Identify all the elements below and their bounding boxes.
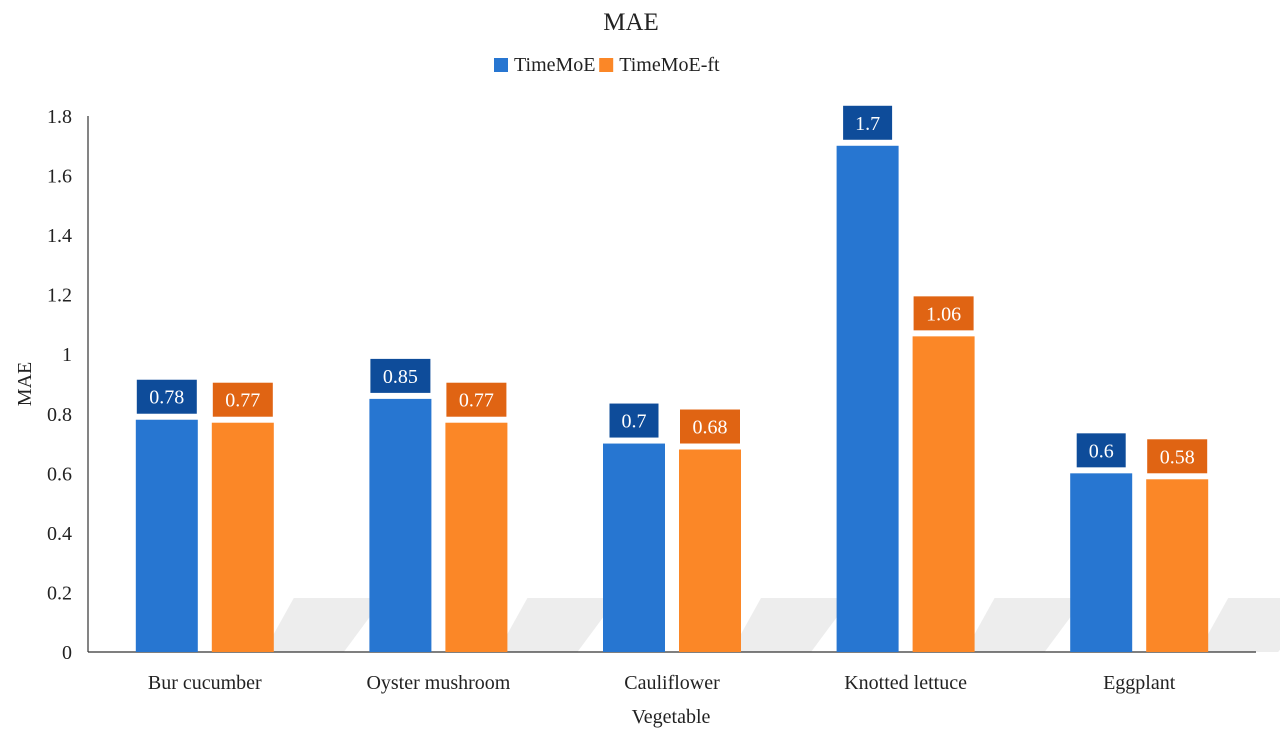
x-tick-label-knotted-lettuce: Knotted lettuce xyxy=(844,672,967,694)
bar-timemoe-ft-oyster-mushroom xyxy=(445,422,508,652)
bar-timemoe-bur-cucumber xyxy=(135,419,198,652)
bar-shadow xyxy=(1198,598,1280,652)
bar-timemoe-ft-bur-cucumber xyxy=(211,422,274,652)
y-axis: 0 0.2 0.4 0.6 0.8 1 1.2 1.4 1.6 1.8 xyxy=(47,106,89,664)
data-label-timemoe-ft-knotted-lettuce: 1.06 xyxy=(926,303,961,325)
data-label-timemoe-knotted-lettuce: 1.7 xyxy=(855,113,880,135)
bar-timemoe-ft-knotted-lettuce xyxy=(912,336,975,652)
legend-label-timemoe-ft: TimeMoE-ft xyxy=(619,54,720,76)
y-tick-label: 0.8 xyxy=(47,404,72,426)
bar-shadow xyxy=(731,598,851,652)
y-tick-label: 1.2 xyxy=(47,285,72,307)
bar-timemoe-eggplant xyxy=(1070,473,1133,652)
data-label-box xyxy=(1076,433,1126,468)
y-tick-label: 0.4 xyxy=(47,523,72,545)
bar-shadow xyxy=(497,598,618,652)
y-axis-title: MAE xyxy=(14,362,36,406)
x-tick-label-bur-cucumber: Bur cucumber xyxy=(148,672,262,694)
data-label-timemoe-ft-bur-cucumber: 0.77 xyxy=(225,390,260,412)
data-labels: 0.78 0.85 0.7 1.7 0.6 0.77 0.77 0.68 1.06 0.58 xyxy=(134,103,1210,476)
y-tick-label: 1 xyxy=(62,344,72,366)
data-label-timemoe-oyster-mushroom: 0.85 xyxy=(383,366,418,388)
legend-swatch-timemoe xyxy=(494,58,508,72)
x-axis: Bur cucumber Oyster mushroom Cauliflower Kn… xyxy=(88,651,1256,694)
y-tick-label: 0.6 xyxy=(47,463,72,485)
x-tick-label-eggplant: Eggplant xyxy=(1103,672,1176,694)
x-tick-label-oyster-mushroom: Oyster mushroom xyxy=(366,672,510,694)
y-tick-label: 1.6 xyxy=(47,166,72,188)
data-label-box xyxy=(913,296,974,331)
bar-timemoe-ft-cauliflower xyxy=(679,449,741,652)
bar-timemoe-ft-eggplant xyxy=(1146,479,1209,652)
data-label-timemoe-ft-oyster-mushroom: 0.77 xyxy=(459,390,494,412)
legend: TimeMoE TimeMoE-ft xyxy=(494,54,720,76)
data-label-timemoe-ft-cauliflower: 0.68 xyxy=(693,417,728,439)
chart-title: MAE xyxy=(603,9,659,36)
legend-label-timemoe: TimeMoE xyxy=(514,54,596,76)
y-tick-label: 0 xyxy=(62,642,72,664)
y-tick-label: 0.2 xyxy=(47,582,72,604)
data-label-timemoe-bur-cucumber: 0.78 xyxy=(149,387,184,409)
legend-swatch-timemoe-ft xyxy=(599,58,614,72)
bar-timemoe-knotted-lettuce xyxy=(836,145,899,652)
data-label-box xyxy=(212,382,273,417)
data-label-timemoe-eggplant: 0.6 xyxy=(1089,440,1114,462)
data-label-box xyxy=(609,403,659,438)
x-tick-label-cauliflower: Cauliflower xyxy=(624,672,720,694)
data-label-timemoe-cauliflower: 0.7 xyxy=(622,411,647,433)
data-label-box xyxy=(843,105,893,140)
bar-timemoe-oyster-mushroom xyxy=(369,398,432,652)
data-label-box xyxy=(370,358,431,393)
bars xyxy=(135,145,1209,652)
bar-timemoe-cauliflower xyxy=(603,443,665,652)
data-label-box xyxy=(680,409,740,444)
bar-shadow xyxy=(263,598,384,652)
data-label-box xyxy=(1147,439,1208,474)
data-label-box xyxy=(446,382,507,417)
y-tick-label: 1.8 xyxy=(47,106,72,128)
data-label-box xyxy=(136,379,197,414)
data-label-timemoe-ft-eggplant: 0.58 xyxy=(1160,446,1195,468)
y-tick-label: 1.4 xyxy=(47,225,72,247)
bar-shadows xyxy=(263,598,1280,652)
bar-shadow xyxy=(964,598,1085,652)
x-axis-title: Vegetable xyxy=(632,706,711,728)
